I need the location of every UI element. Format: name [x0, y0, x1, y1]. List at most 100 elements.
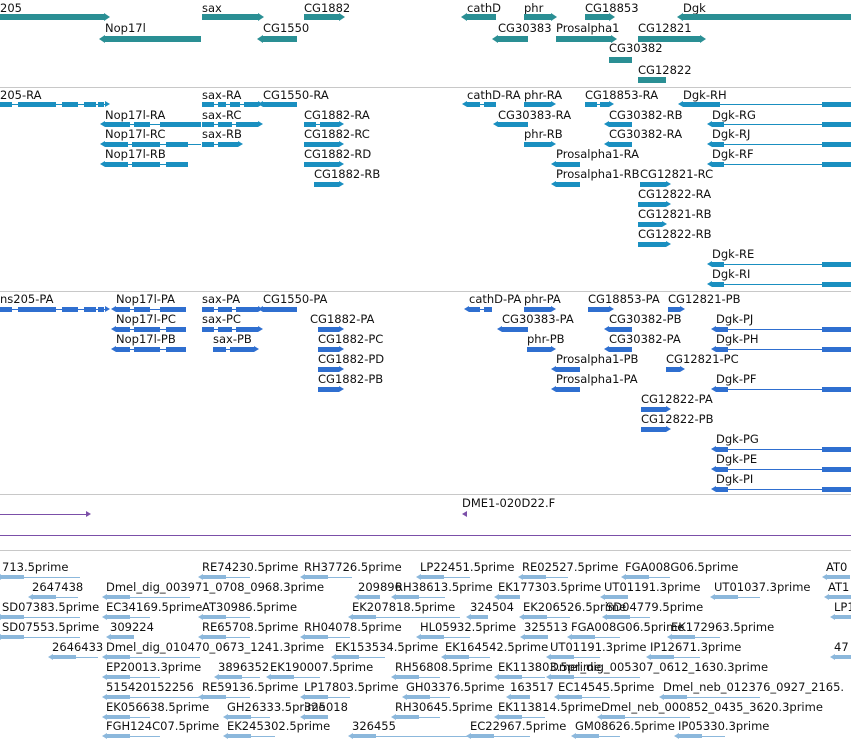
transcript-feature[interactable] — [716, 389, 851, 390]
transcript-feature[interactable] — [712, 164, 851, 165]
clone-feature[interactable] — [0, 535, 851, 536]
est-feature-line — [550, 657, 600, 658]
feature-label: CG1882-RB — [314, 167, 381, 181]
transcript-feature[interactable] — [467, 104, 496, 105]
transcript-feature[interactable] — [712, 124, 851, 125]
strand-arrow-icon — [102, 654, 107, 660]
est-feature[interactable] — [498, 595, 520, 599]
transcript-feature[interactable] — [712, 144, 851, 145]
est-feature[interactable] — [826, 575, 850, 579]
track-separator — [0, 494, 851, 495]
transcript-feature[interactable] — [716, 349, 851, 350]
feature-label: Prosalpha1-PB — [556, 352, 639, 366]
transcript-feature[interactable] — [0, 514, 86, 515]
gene-span-bar[interactable] — [524, 14, 551, 20]
strand-arrow-icon — [604, 141, 609, 147]
transcript-feature[interactable] — [716, 469, 851, 470]
strand-arrow-icon — [666, 181, 671, 187]
strand-arrow-icon — [711, 346, 716, 352]
track-separator — [0, 291, 851, 292]
est-feature[interactable] — [524, 635, 548, 639]
strand-arrow-icon — [519, 614, 524, 620]
feature-label: CG30383 — [498, 21, 552, 35]
strand-arrow-icon — [518, 574, 523, 580]
track-separator — [0, 87, 851, 88]
gene-span-bar[interactable] — [609, 57, 632, 63]
transcript-feature[interactable] — [716, 329, 851, 330]
clone-track[interactable] — [0, 495, 851, 550]
est-feature-line — [470, 736, 530, 737]
exon-block — [638, 202, 666, 207]
gene-span-bar[interactable] — [683, 14, 851, 20]
feature-label: CG30382 — [609, 41, 663, 55]
strand-arrow-icon — [102, 694, 107, 700]
exon-block — [638, 222, 662, 227]
transcript-feature[interactable] — [116, 309, 186, 310]
gene-span-bar[interactable] — [0, 14, 104, 20]
exon-block — [166, 142, 188, 147]
exon-block — [716, 447, 728, 452]
est-feature[interactable] — [304, 715, 328, 719]
transcript-feature[interactable] — [469, 309, 492, 310]
gene-span-bar[interactable] — [467, 14, 496, 20]
est-feature-line — [106, 657, 200, 658]
gene-span-bar[interactable] — [556, 36, 611, 42]
est-feature[interactable] — [358, 595, 380, 599]
feature-label: CG1882-RD — [304, 147, 372, 161]
strand-arrow-icon — [104, 13, 110, 21]
feature-label: SD07553.5prime — [2, 620, 100, 634]
est-feature[interactable] — [604, 595, 628, 599]
feature-label: Dgk-RJ — [712, 127, 751, 141]
est-feature[interactable] — [828, 595, 851, 599]
feature-label: LP1 — [834, 600, 851, 614]
gene-span-bar[interactable] — [585, 14, 609, 20]
exon-block — [62, 307, 78, 312]
transcript-feature[interactable] — [712, 264, 851, 265]
est-feature[interactable] — [470, 615, 488, 619]
transcript-feature[interactable] — [716, 449, 851, 450]
est-feature[interactable] — [834, 655, 851, 659]
strand-arrow-icon — [666, 426, 671, 432]
exon-block — [116, 327, 130, 332]
est-feature[interactable] — [110, 635, 134, 639]
transcript-feature[interactable] — [585, 104, 609, 105]
feature-label: 713.5prime — [2, 560, 69, 574]
exon-block — [556, 387, 580, 392]
gene-span-bar[interactable] — [263, 36, 297, 42]
feature-label: Nop17l-RA — [105, 108, 166, 122]
gene-span-bar[interactable] — [638, 77, 666, 83]
strand-arrow-icon — [102, 594, 107, 600]
feature-label: EP20013.3prime — [106, 660, 202, 674]
exon-block — [84, 102, 96, 107]
strand-arrow-icon — [198, 574, 203, 580]
gene-span-bar[interactable] — [638, 36, 700, 42]
gene-span-bar[interactable] — [105, 36, 201, 42]
est-feature[interactable] — [510, 695, 530, 699]
exon-block — [202, 327, 214, 332]
feature-label: 205-RA — [0, 88, 42, 102]
transcript-feature[interactable] — [712, 284, 851, 285]
gene-span-bar[interactable] — [498, 36, 528, 42]
feature-label: Nop17l-PB — [116, 332, 176, 346]
exon-block — [236, 327, 258, 332]
feature-label: CG12822-PA — [641, 392, 713, 406]
strand-arrow-icon — [238, 141, 243, 147]
feature-label: 325018 — [304, 700, 348, 714]
transcript-feature[interactable] — [105, 124, 201, 125]
gene-span-bar[interactable] — [304, 14, 339, 20]
exon-block — [134, 347, 160, 352]
feature-label: UT01191.3prime — [550, 640, 647, 654]
transcript-feature[interactable] — [716, 489, 851, 490]
exon-block — [0, 307, 12, 312]
transcript-feature[interactable] — [683, 104, 851, 105]
exon-block — [18, 307, 56, 312]
exon-block — [641, 407, 666, 412]
strand-arrow-icon — [102, 614, 107, 620]
feature-label: CG1882-PB — [318, 372, 384, 386]
est-feature[interactable] — [834, 615, 851, 619]
gene-span-bar[interactable] — [202, 14, 258, 20]
exon-block — [822, 142, 851, 147]
feature-label: 3896352 — [218, 660, 270, 674]
est-feature-line — [498, 717, 545, 718]
strand-arrow-icon — [462, 511, 467, 517]
